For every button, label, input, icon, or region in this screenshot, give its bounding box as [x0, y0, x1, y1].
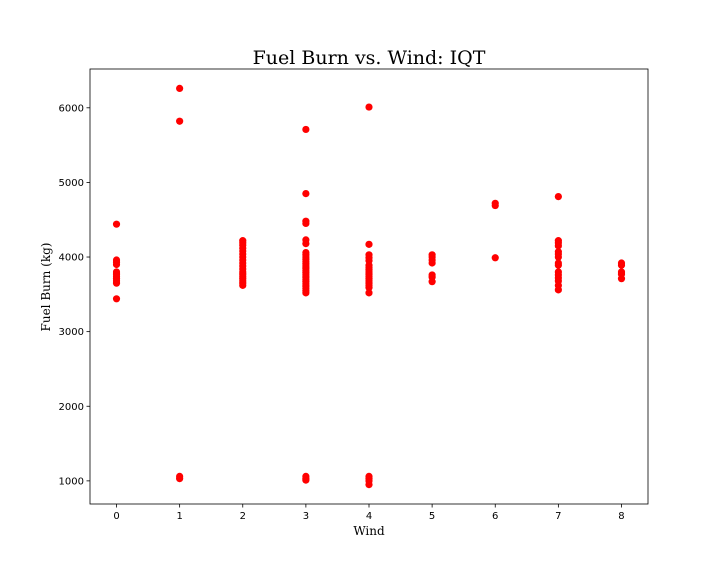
- data-point: [554, 253, 562, 261]
- y-tick-label: 3000: [59, 327, 84, 338]
- data-point: [176, 475, 184, 483]
- data-point: [112, 295, 121, 303]
- data-point: [428, 259, 436, 267]
- data-point: [428, 278, 436, 286]
- x-tick-label: 2: [240, 511, 246, 522]
- y-tick-label: 2000: [59, 402, 84, 413]
- x-tick-label: 4: [366, 511, 372, 522]
- y-tick-label: 6000: [59, 103, 84, 114]
- y-axis-label: Fuel Burn (kg): [39, 243, 53, 332]
- data-point: [365, 289, 373, 297]
- x-axis: 0 1 2 3 4 5 6 7 8: [113, 504, 625, 522]
- data-points: [112, 84, 626, 489]
- data-point: [176, 117, 184, 125]
- data-point: [112, 279, 121, 287]
- x-tick-label: 0: [113, 511, 119, 522]
- x-tick-label: 6: [492, 511, 498, 522]
- data-point: [365, 481, 373, 489]
- y-tick-label: 1000: [59, 476, 84, 487]
- data-point: [302, 125, 310, 134]
- data-point: [554, 242, 562, 250]
- data-point: [112, 220, 121, 228]
- data-point: [554, 261, 562, 269]
- y-tick-label: 4000: [59, 253, 84, 264]
- x-tick-label: 8: [618, 511, 624, 522]
- x-tick-label: 1: [176, 511, 182, 522]
- data-point: [302, 289, 310, 297]
- data-point: [302, 239, 310, 248]
- data-point: [302, 476, 310, 484]
- data-point: [554, 192, 562, 201]
- x-tick-label: 3: [303, 511, 309, 522]
- data-point: [491, 254, 499, 262]
- data-point: [617, 261, 626, 269]
- y-tick-label: 5000: [59, 178, 84, 189]
- x-tick-label: 5: [429, 511, 435, 522]
- y-axis: 1000 2000 3000 4000 5000 6000: [59, 103, 90, 487]
- x-tick-label: 7: [555, 511, 561, 522]
- data-point: [112, 260, 121, 269]
- data-point: [365, 284, 373, 292]
- data-point: [365, 240, 373, 248]
- data-point: [554, 286, 562, 294]
- data-point: [239, 281, 247, 289]
- data-point: [491, 201, 499, 210]
- data-point: [617, 275, 626, 283]
- chart-title: Fuel Burn vs. Wind: IQT: [253, 47, 486, 69]
- data-point: [302, 219, 310, 228]
- data-point: [302, 190, 310, 198]
- data-point: [365, 103, 373, 111]
- x-axis-label: Wind: [353, 524, 385, 538]
- data-point: [176, 84, 184, 92]
